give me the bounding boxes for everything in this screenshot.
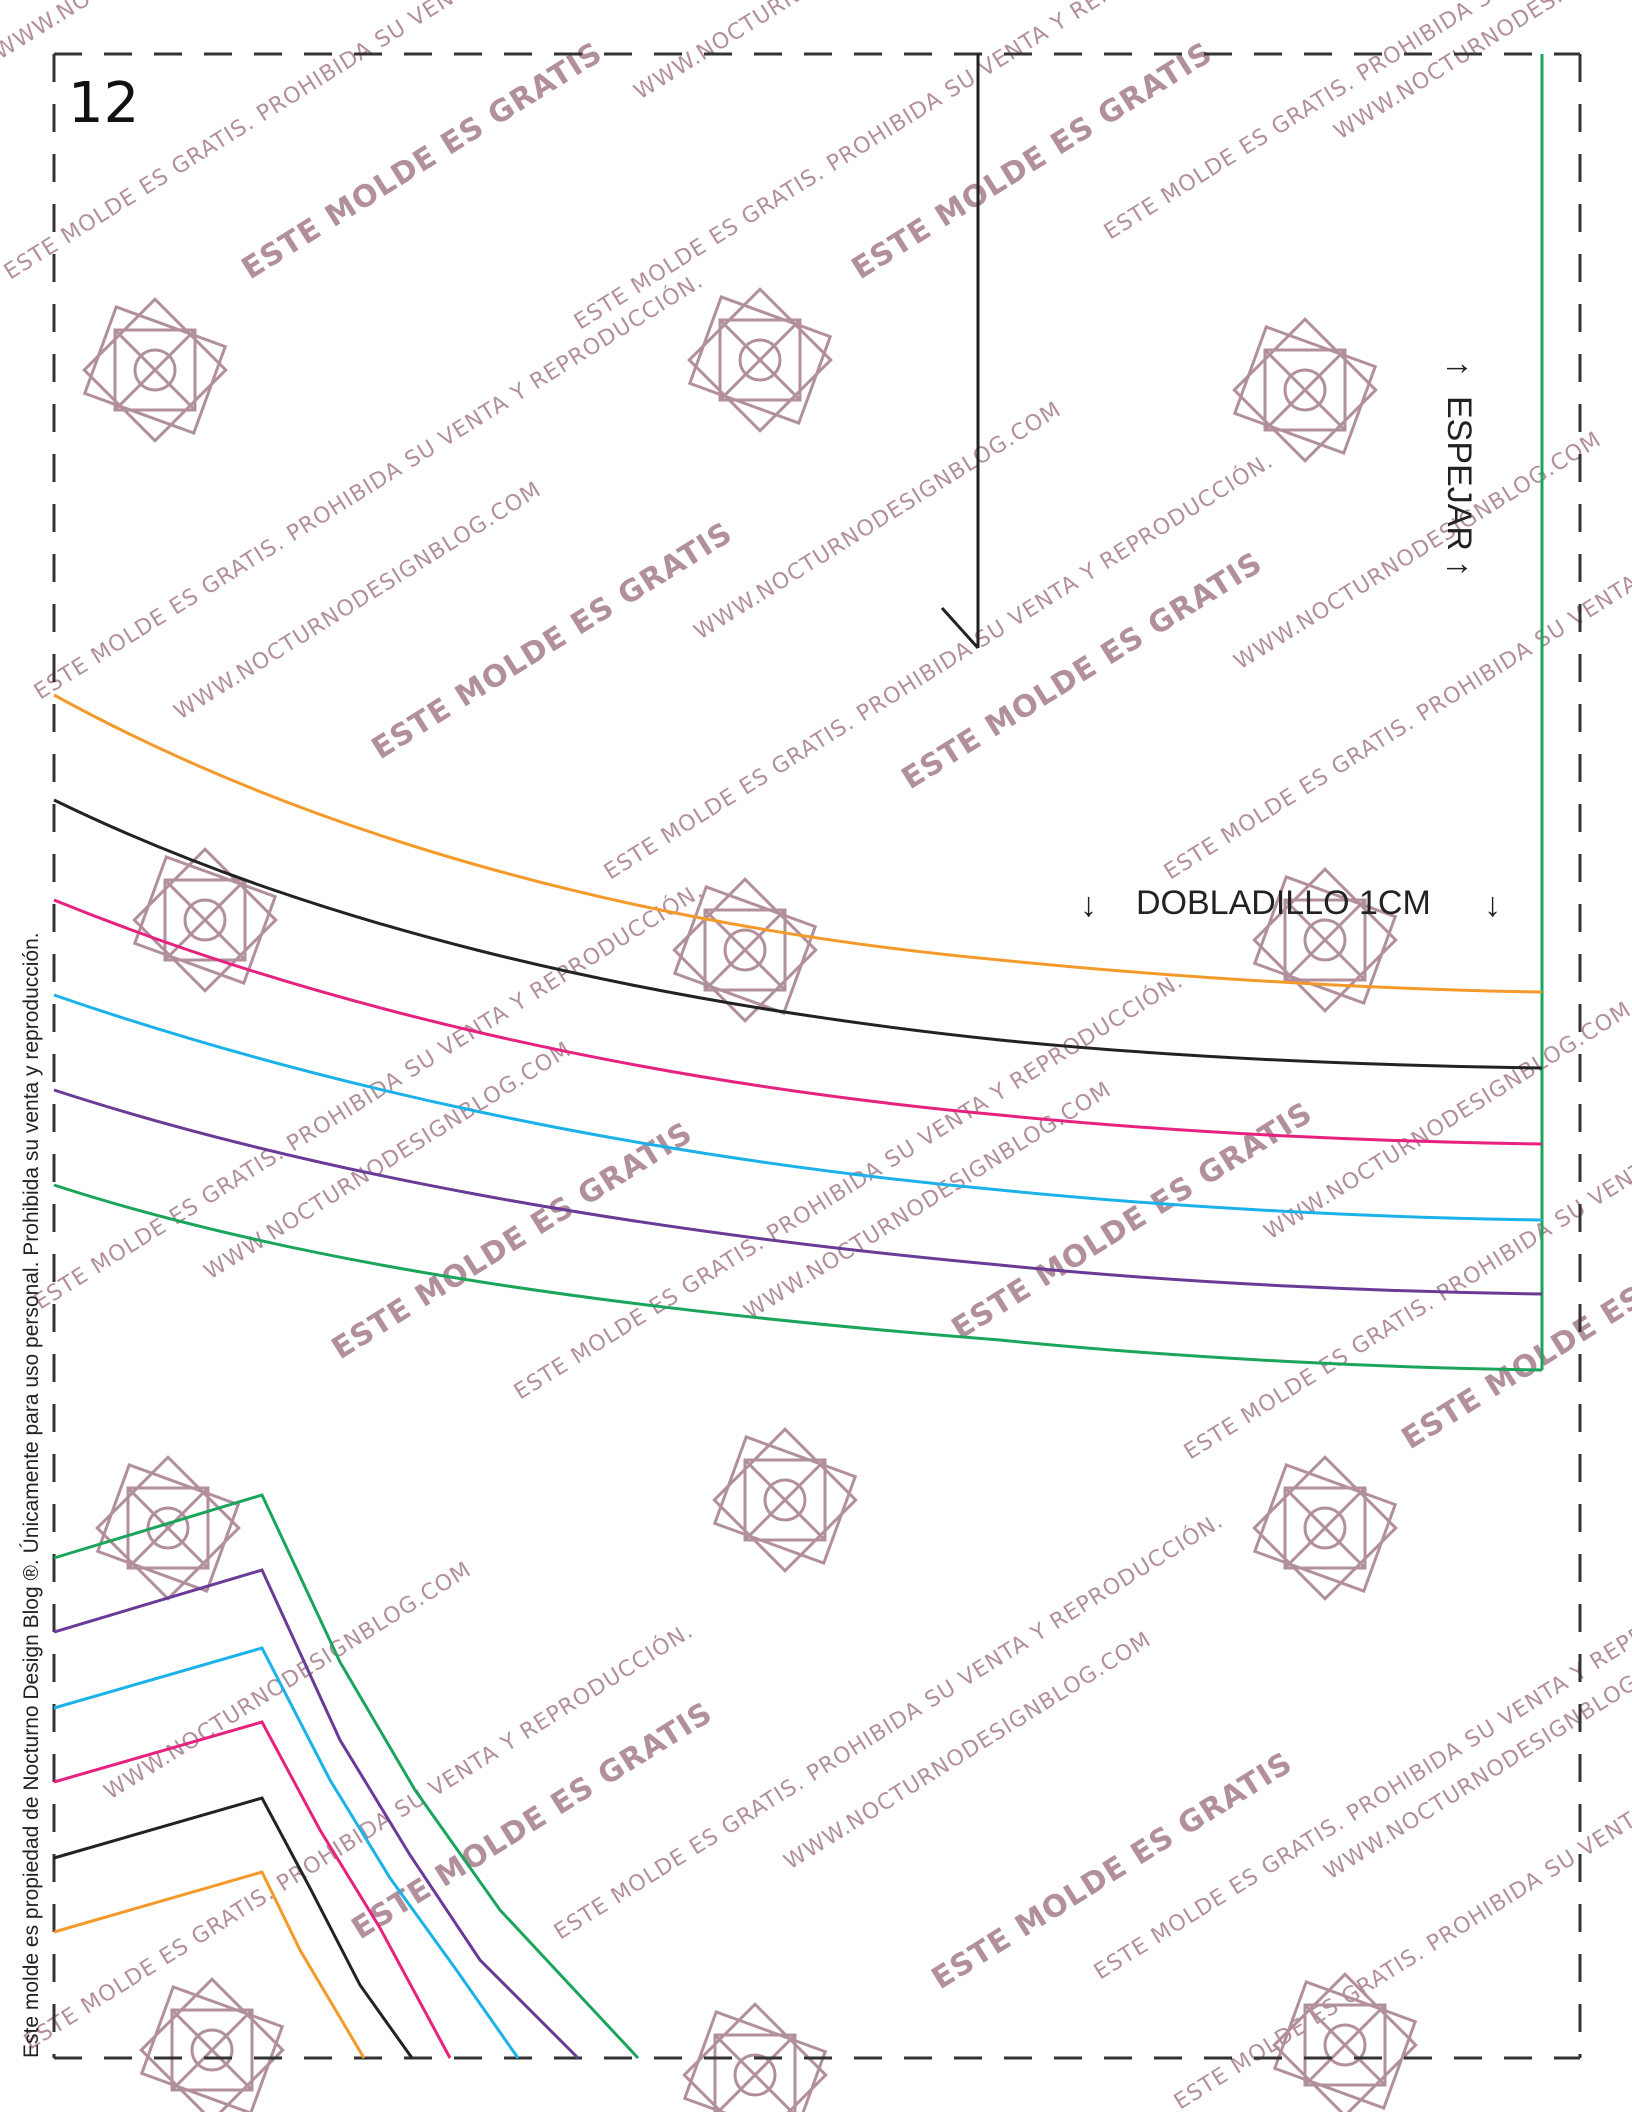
mirror-arrow-start: ↑ xyxy=(1440,360,1478,377)
watermark-logo xyxy=(1252,1455,1398,1601)
hem-arrow-right: ↓ xyxy=(1484,886,1501,924)
watermark-text: ESTE MOLDE ES GRATIS. PROHIBIDA SU VENTA… xyxy=(19,1618,698,2055)
hem-curve-orange xyxy=(53,693,1543,994)
watermark-logo xyxy=(1232,317,1378,463)
watermark-logo xyxy=(139,1977,285,2112)
mirror-label: ↑ ESPEJAR ↑ xyxy=(1440,360,1478,577)
mirror-arrow-end: ↑ xyxy=(1440,560,1478,577)
cut-border xyxy=(52,52,1582,2060)
watermark-text: ESTE MOLDE ES GRATIS. PROHIBIDA SU VENTA… xyxy=(1089,1548,1632,1985)
watermark-logo xyxy=(1272,1972,1418,2112)
watermark-logo xyxy=(132,847,278,993)
hem-curve-purple xyxy=(53,1088,1543,1296)
hem-curves xyxy=(53,693,1543,1372)
side-copyright-notice: Este molde es propiedad de Nocturno Desi… xyxy=(20,932,43,2058)
watermark-text: ESTE MOLDE ES GRATIS. PROHIBIDA SU VENTA… xyxy=(599,448,1278,885)
grain-line-arrow xyxy=(940,54,980,650)
watermark-text: ESTE MOLDE ES GRATIS xyxy=(236,35,609,286)
watermark-logo xyxy=(687,287,833,433)
watermark-logo xyxy=(95,1455,241,1601)
watermark-text: ESTE MOLDE ES GRATIS xyxy=(846,35,1219,286)
corner-line-orange xyxy=(53,1870,366,2059)
hem-curve-black xyxy=(53,798,1543,1070)
hem-label: ↓ DOBLADILLO 1CM ↓ xyxy=(1080,884,1501,924)
hem-curve-cyan xyxy=(53,993,1543,1222)
watermark-text: ESTE MOLDE ES GRATIS. PROHIBIDA SU VENTA… xyxy=(0,0,678,285)
page-number: 12 xyxy=(68,71,139,136)
mirror-text: ESPEJAR xyxy=(1440,396,1478,551)
watermark-logo xyxy=(682,2002,828,2112)
watermark-logo xyxy=(82,297,228,443)
watermark-text: ESTE MOLDE ES GRATIS. PROHIBIDA SU VENTA… xyxy=(1159,448,1632,885)
watermark-logo xyxy=(712,1427,858,1573)
watermark-text: ESTE MOLDE ES GRATIS. PROHIBIDA SU VENTA… xyxy=(29,878,708,1315)
corner-line-green xyxy=(53,1493,640,2060)
corner-line-cyan xyxy=(53,1646,520,2059)
watermark-text: ESTE MOLDE ES GRATIS. PROHIBIDA SU VENTA… xyxy=(29,268,708,705)
hem-curve-green xyxy=(53,1183,1543,1372)
hem-arrow-left: ↓ xyxy=(1080,886,1097,924)
corner-line-purple xyxy=(53,1568,580,2060)
watermark-logo xyxy=(672,877,818,1023)
hem-curve-magenta xyxy=(53,898,1543,1146)
corner-line-black xyxy=(53,1796,414,2059)
hem-text: DOBLADILLO 1CM xyxy=(1136,884,1431,922)
corner-line-magenta xyxy=(53,1720,452,2059)
corner-piece-lines xyxy=(53,1493,640,2060)
watermark-text: WWW.NOCTURNODESIGNBLOG.COM xyxy=(740,1077,1116,1325)
watermark-text: ESTE MOLDE ES GRATIS. PROHIBIDA SU VENTA… xyxy=(1179,1028,1632,1465)
